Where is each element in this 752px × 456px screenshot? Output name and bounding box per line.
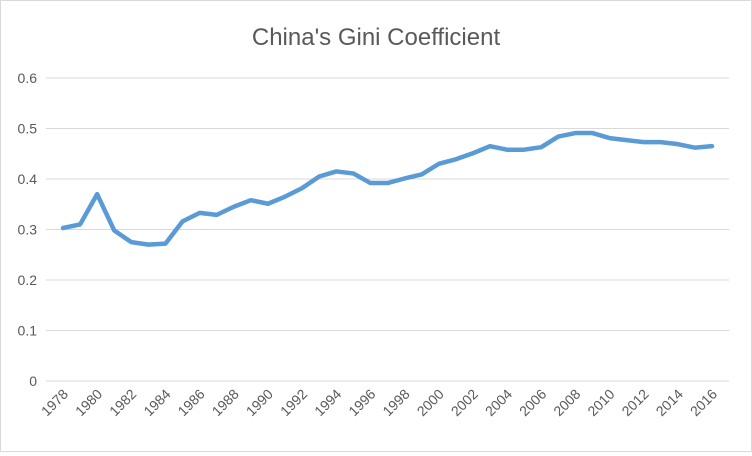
data-point (471, 151, 475, 155)
data-point (710, 144, 714, 148)
x-tick-label: 2016 (687, 386, 720, 419)
data-point (693, 146, 697, 150)
data-point (317, 174, 321, 178)
x-tick-label: 2012 (618, 386, 651, 419)
data-point (625, 138, 629, 142)
x-tick-label: 2000 (414, 386, 447, 419)
y-tick-label: 0.2 (18, 272, 38, 288)
x-tick-label: 1992 (277, 386, 310, 419)
data-point (505, 148, 509, 152)
x-tick-label: 1996 (345, 386, 378, 419)
data-point (420, 172, 424, 176)
x-tick-label: 1990 (243, 386, 276, 419)
y-tick-label: 0.4 (18, 171, 38, 187)
y-tick-label: 0 (29, 373, 37, 389)
data-point (368, 181, 372, 185)
data-point (403, 176, 407, 180)
data-point (300, 186, 304, 190)
data-point (266, 202, 270, 206)
data-point (642, 140, 646, 144)
data-point (522, 148, 526, 152)
data-point (573, 131, 577, 135)
y-tick-label: 0.3 (18, 222, 38, 238)
x-tick-label: 1988 (209, 386, 242, 419)
data-point (488, 144, 492, 148)
data-point (129, 240, 133, 244)
data-point (334, 169, 338, 173)
x-tick-label: 2006 (516, 386, 549, 419)
data-point (556, 135, 560, 139)
data-point (61, 226, 65, 230)
data-point (215, 213, 219, 217)
x-tick-label: 1986 (174, 386, 207, 419)
data-point (198, 211, 202, 215)
y-tick-label: 0.1 (18, 323, 38, 339)
data-point (78, 222, 82, 226)
data-point (283, 195, 287, 199)
x-tick-label: 2008 (550, 386, 583, 419)
data-point (232, 205, 236, 209)
data-point (539, 145, 543, 149)
x-tick-label: 1980 (72, 386, 105, 419)
data-point (146, 243, 150, 247)
data-point (590, 131, 594, 135)
series-line (60, 130, 715, 247)
data-point (608, 136, 612, 140)
data-point (454, 157, 458, 161)
data-point (249, 198, 253, 202)
data-point (676, 142, 680, 146)
data-point (112, 229, 116, 233)
data-point (95, 192, 99, 196)
data-point (386, 181, 390, 185)
x-tick-label: 2010 (584, 386, 617, 419)
x-tick-label: 1998 (379, 386, 412, 419)
x-tick-label: 2004 (482, 386, 515, 419)
y-tick-label: 0.6 (18, 70, 38, 86)
data-point (659, 140, 663, 144)
data-point (351, 171, 355, 175)
x-tick-label: 1984 (140, 386, 173, 419)
data-point (437, 162, 441, 166)
x-tick-label: 2014 (653, 386, 686, 419)
x-tick-label: 1978 (38, 386, 71, 419)
data-point (181, 219, 185, 223)
x-tick-label: 1994 (311, 386, 344, 419)
x-tick-label: 2002 (448, 386, 481, 419)
x-tick-label: 1982 (106, 386, 139, 419)
y-tick-label: 0.5 (18, 121, 38, 137)
data-point (163, 242, 167, 246)
chart-title: China's Gini Coefficient (252, 24, 501, 51)
